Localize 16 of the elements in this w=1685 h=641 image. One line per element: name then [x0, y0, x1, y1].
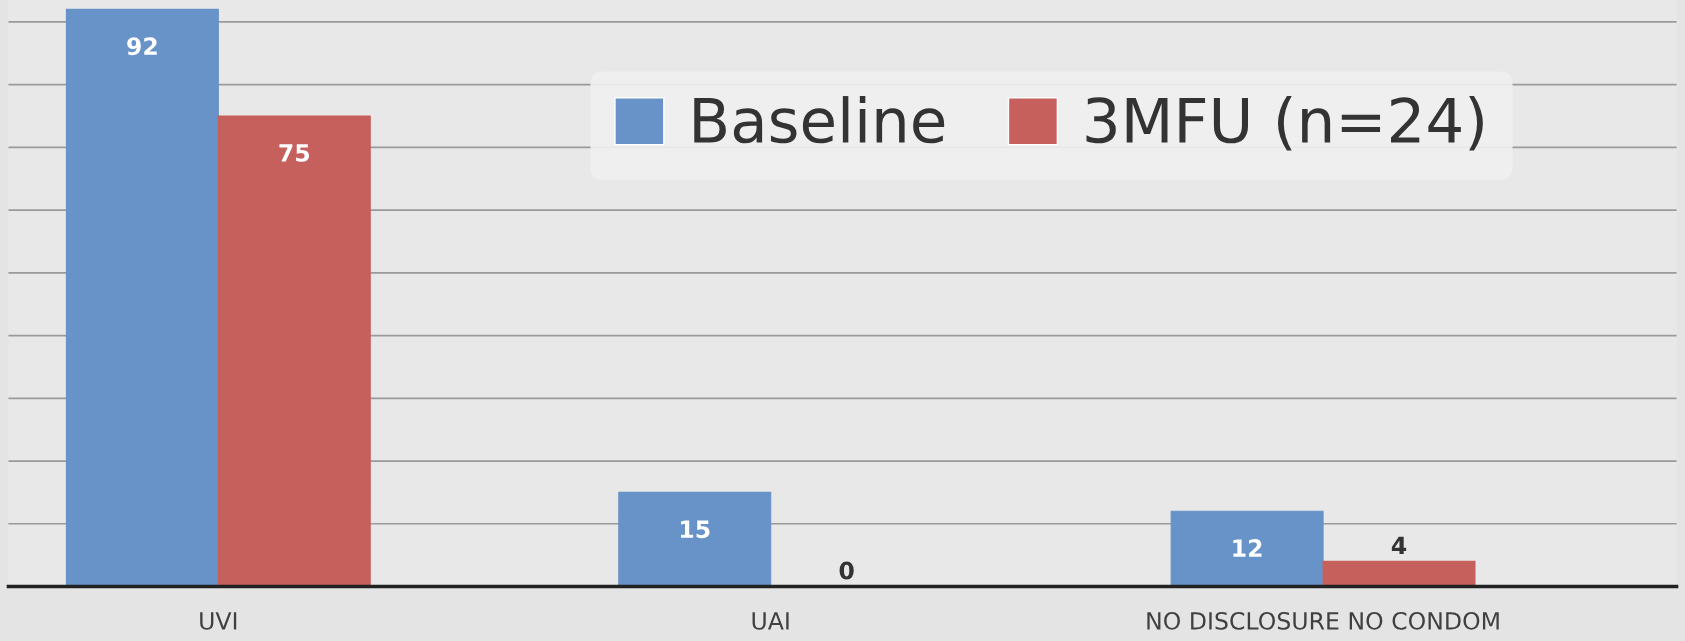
data-label: 75	[279, 144, 310, 162]
legend-label: 3MFU (n=24)	[1086, 96, 1483, 151]
bar	[1322, 560, 1476, 587]
bar	[1170, 510, 1324, 587]
bar	[618, 491, 772, 587]
data-label: 0	[839, 561, 854, 580]
bar	[65, 8, 219, 587]
data-label: 4	[1391, 536, 1407, 555]
x-tick-label: NO DISCLOSURE NO CONDOM	[1147, 611, 1499, 630]
x-tick-label: UVI	[200, 612, 237, 630]
data-label: 12	[1233, 539, 1262, 557]
legend-label: Baseline	[694, 96, 945, 144]
x-tick-label: UAI	[752, 612, 789, 630]
bar	[217, 115, 371, 587]
data-label: 15	[680, 520, 710, 539]
data-label: 92	[127, 37, 157, 56]
